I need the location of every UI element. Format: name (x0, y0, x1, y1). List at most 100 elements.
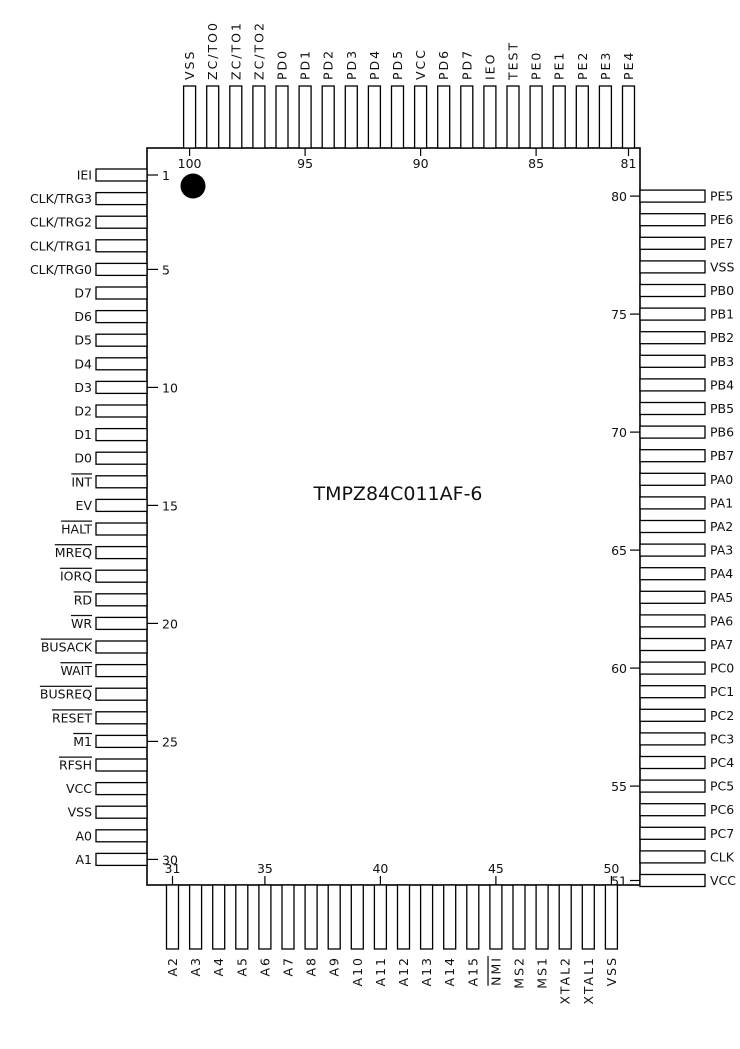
pin-label-pd3: PD3 (344, 49, 359, 80)
pin-lead-66 (639, 519, 706, 534)
pin-lead-30 (95, 852, 148, 867)
pin-label-a8: A8 (304, 956, 319, 977)
pin-lead-68 (639, 472, 706, 486)
pin-label-pe5: PE5 (710, 189, 733, 204)
pin-number-60: 60 (611, 661, 627, 676)
pin-label-pd2: PD2 (321, 49, 336, 80)
pin-number-100: 100 (178, 156, 202, 171)
pin-label-halt: HALT (61, 522, 92, 537)
pin-lead-93 (344, 85, 358, 149)
pin-lead-33 (212, 884, 226, 950)
pin-lead-38 (327, 884, 341, 950)
pin-label-wr: WR (71, 616, 92, 631)
pin-lead-27 (95, 781, 148, 796)
pin-lead-10 (95, 380, 148, 395)
pin-label-pa6: PA6 (710, 613, 733, 628)
pin-lead-72 (639, 378, 706, 392)
pin-label-pb2: PB2 (710, 330, 734, 345)
pin-lead-20 (95, 616, 148, 631)
pin-number-90: 90 (413, 156, 429, 171)
pin-lead-54 (639, 803, 706, 817)
pin-label-a10: A10 (350, 956, 365, 986)
pin-number-31: 31 (165, 861, 181, 876)
pin-label-pc5: PC5 (710, 779, 734, 794)
pin-lead-53 (639, 826, 706, 840)
pin-label-vss: VSS (604, 956, 619, 986)
pin-lead-31 (165, 884, 180, 950)
pin-label-pc7: PC7 (710, 826, 734, 841)
pin-label-vcc: VCC (413, 48, 428, 80)
pin-lead-8 (95, 333, 148, 347)
pin-lead-83 (575, 85, 589, 149)
pin-lead-76 (639, 283, 706, 298)
pin-label-d3: D3 (74, 380, 92, 395)
pin-lead-84 (552, 85, 566, 149)
pin-number-35: 35 (257, 861, 273, 876)
pin-number-95: 95 (297, 156, 313, 171)
pin-lead-71 (639, 401, 706, 416)
pin-number-25: 25 (162, 734, 178, 749)
pin-label-xtal1: XTAL1 (581, 956, 596, 1004)
pin-label-zc-to2: ZC/TO2 (251, 21, 266, 80)
pin-lead-82 (598, 85, 613, 149)
pin-number-5: 5 (162, 262, 170, 277)
pin-lead-24 (95, 711, 148, 725)
pin-label-pd6: PD6 (436, 49, 451, 80)
pin-lead-45 (489, 884, 503, 950)
pin-label-pb1: PB1 (710, 307, 734, 322)
pin-number-15: 15 (162, 498, 178, 513)
pin-label-a2: A2 (165, 956, 180, 977)
pin-label-pe2: PE2 (575, 51, 590, 80)
pin-label-int: INT (71, 474, 92, 489)
pin-lead-89 (437, 85, 451, 149)
pin-label-pc1: PC1 (710, 684, 734, 699)
pin-label-d4: D4 (74, 356, 92, 371)
pin-label-pe0: PE0 (529, 51, 544, 80)
pin-number-75: 75 (611, 307, 627, 322)
pin-lead-67 (639, 496, 706, 510)
pin-lead-58 (639, 708, 706, 722)
pin-label-rfsh: RFSH (59, 758, 92, 773)
pin-label-pc4: PC4 (710, 755, 734, 770)
pin-number-40: 40 (372, 861, 388, 876)
pin-lead-9 (95, 357, 148, 371)
pin-lead-41 (396, 884, 411, 950)
pin-lead-80 (639, 189, 706, 203)
pin-lead-96 (275, 85, 289, 149)
pin-number-51: 51 (611, 874, 627, 889)
pin-lead-64 (639, 567, 706, 581)
pin-lead-62 (639, 614, 706, 628)
pin-label-m1: M1 (73, 734, 92, 749)
pin-lead-85 (529, 85, 543, 149)
pin-lead-98 (229, 85, 243, 149)
pin-lead-100 (182, 85, 197, 149)
pin-label-d2: D2 (74, 404, 92, 419)
pin-lead-77 (639, 260, 706, 274)
pin-lead-75 (639, 307, 706, 321)
pin-label-pe4: PE4 (621, 51, 636, 80)
pin-label-reset: RESET (52, 710, 92, 725)
pin-lead-29 (95, 829, 148, 843)
pin-label-ieo: IEO (482, 53, 497, 80)
pin-label-zc-to0: ZC/TO0 (205, 21, 220, 80)
pin-lead-94 (321, 85, 335, 149)
pin-label-rd: RD (74, 592, 92, 607)
pin-label-a7: A7 (281, 956, 296, 977)
pin-lead-52 (639, 850, 706, 864)
pin-number-45: 45 (488, 861, 504, 876)
pin1-marker-dot (180, 173, 206, 199)
pin-label-ms2: MS2 (512, 956, 527, 989)
pin-lead-2 (95, 191, 148, 206)
pin-lead-51 (639, 873, 706, 888)
pin-lead-99 (206, 85, 220, 149)
pin-number-65: 65 (611, 543, 627, 558)
pin-lead-6 (95, 286, 148, 300)
pin-lead-97 (252, 85, 266, 149)
pin-lead-47 (535, 884, 549, 950)
pin-lead-22 (95, 663, 148, 678)
pin-lead-26 (95, 758, 148, 772)
pin-label-pc0: PC0 (710, 661, 734, 676)
pin-label-xtal2: XTAL2 (558, 956, 573, 1004)
pin-lead-48 (558, 884, 572, 950)
pin-label-clk: CLK (710, 849, 735, 864)
